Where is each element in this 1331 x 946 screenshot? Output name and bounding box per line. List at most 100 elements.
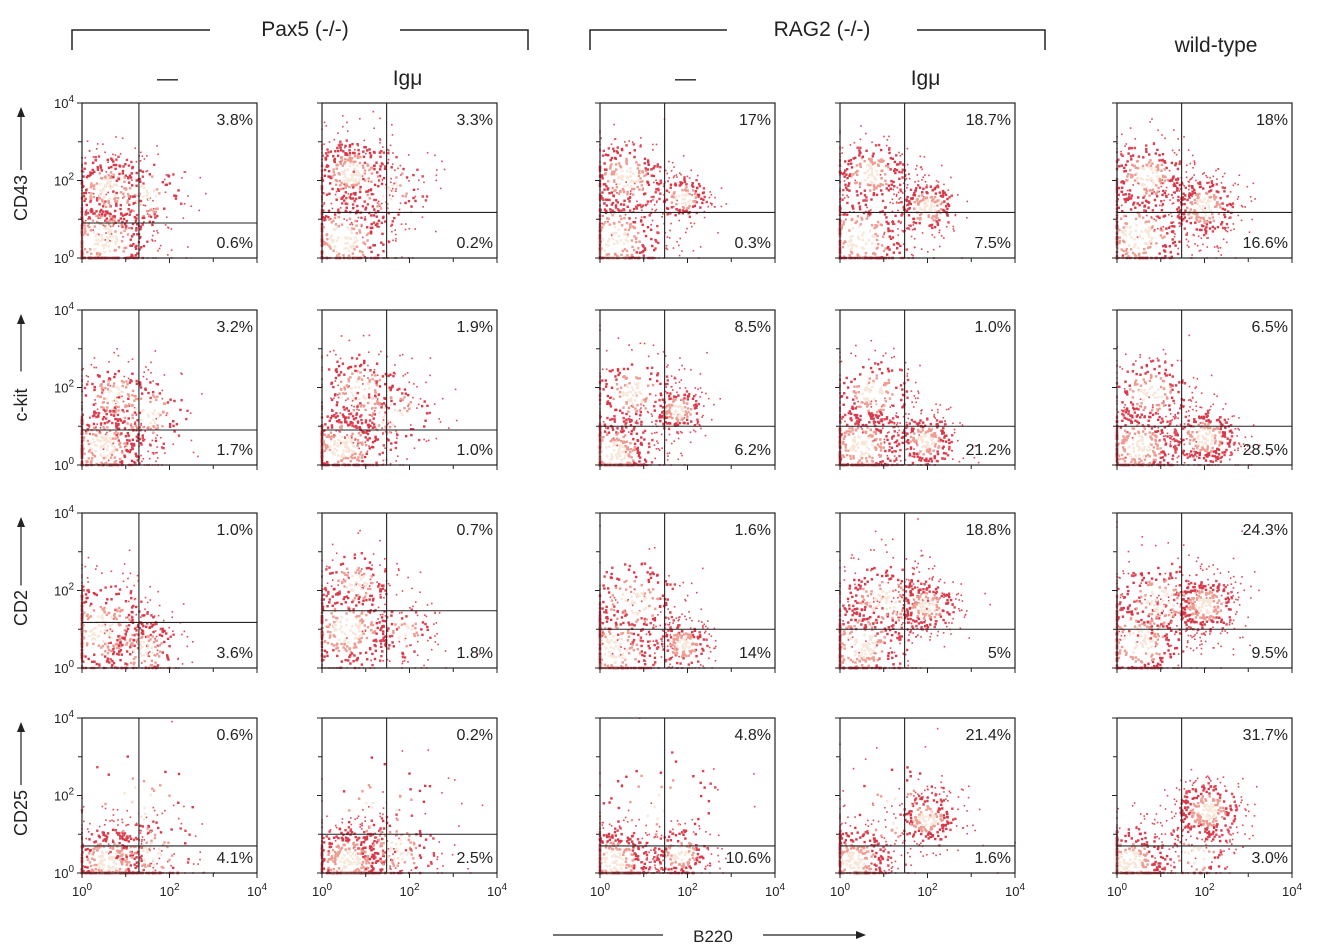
scatter-point xyxy=(1211,216,1215,219)
scatter-point xyxy=(359,175,363,178)
scatter-point xyxy=(887,245,890,249)
scatter-point xyxy=(404,201,407,205)
scatter-point xyxy=(122,250,125,253)
scatter-point xyxy=(641,170,644,173)
scatter-point xyxy=(87,442,91,446)
scatter-point xyxy=(90,182,93,185)
scatter-point xyxy=(625,157,628,161)
scatter-point xyxy=(100,170,103,172)
scatter-point xyxy=(908,224,910,227)
scatter-point xyxy=(161,180,165,184)
scatter-point xyxy=(841,152,843,154)
scatter-point xyxy=(134,201,138,204)
scatter-point xyxy=(642,229,646,233)
scatter-point xyxy=(88,225,91,229)
scatter-point xyxy=(386,423,389,426)
scatter-point xyxy=(864,210,867,213)
scatter-point xyxy=(342,456,345,460)
scatter-point xyxy=(1232,223,1235,225)
scatter-point xyxy=(1237,214,1240,217)
scatter-point xyxy=(112,441,115,444)
scatter-point xyxy=(347,424,350,427)
scatter-point xyxy=(326,154,329,157)
scatter-point xyxy=(875,247,878,250)
scatter-point xyxy=(897,234,899,236)
scatter-point xyxy=(145,170,147,173)
scatter-point xyxy=(899,161,902,164)
scatter-point xyxy=(340,223,344,226)
scatter-point xyxy=(880,158,883,161)
scatter-point xyxy=(1130,236,1133,239)
scatter-point xyxy=(946,197,949,201)
scatter-point xyxy=(938,231,941,234)
scatter-point xyxy=(344,456,348,460)
scatter-point xyxy=(617,192,621,196)
scatter-point xyxy=(142,244,146,248)
row-axis-arrowhead xyxy=(17,107,25,117)
scatter-point xyxy=(691,189,695,192)
scatter-point xyxy=(387,186,391,190)
scatter-point xyxy=(1125,143,1128,145)
scatter-point xyxy=(865,199,868,202)
scatter-point xyxy=(623,199,626,202)
scatter-point xyxy=(900,214,903,217)
upper-right-percent: 18% xyxy=(1256,112,1288,129)
scatter-point xyxy=(863,189,867,192)
scatter-point xyxy=(1136,202,1139,205)
scatter-point xyxy=(1212,195,1216,198)
scatter-point xyxy=(94,444,97,447)
scatter-point xyxy=(139,426,141,429)
scatter-point xyxy=(1226,195,1229,198)
scatter-point xyxy=(905,204,908,207)
scatter-point xyxy=(924,200,927,203)
scatter-point xyxy=(82,184,85,188)
scatter-point xyxy=(110,218,113,221)
scatter-point xyxy=(327,175,330,178)
scatter-point xyxy=(673,175,676,177)
scatter-point xyxy=(126,233,130,236)
scatter-point xyxy=(414,228,417,230)
scatter-point xyxy=(609,165,612,168)
scatter-point xyxy=(337,460,340,463)
scatter-point xyxy=(345,237,348,240)
scatter-point xyxy=(405,192,408,195)
scatter-point xyxy=(601,177,604,180)
scatter-point xyxy=(89,461,93,464)
row-axis-title: CD25 xyxy=(11,790,31,836)
scatter-point xyxy=(337,429,341,433)
scatter-point xyxy=(842,242,845,245)
scatter-point xyxy=(119,191,123,194)
scatter-point xyxy=(900,190,903,193)
scatter-point xyxy=(1145,192,1148,195)
scatter-point xyxy=(345,210,348,213)
scatter-point xyxy=(1146,174,1149,178)
scatter-point xyxy=(323,143,325,146)
scatter-point xyxy=(350,404,353,407)
scatter-point xyxy=(1145,148,1148,151)
scatter-point xyxy=(133,216,137,219)
scatter-point xyxy=(1157,227,1159,230)
scatter-point xyxy=(82,367,84,370)
scatter-point xyxy=(882,159,885,163)
scatter-point xyxy=(606,198,609,202)
scatter-point xyxy=(1133,238,1136,241)
scatter-point xyxy=(362,241,365,244)
scatter-point xyxy=(613,170,616,173)
scatter-point xyxy=(675,208,678,211)
scatter-point xyxy=(666,248,669,251)
bracket-left-line xyxy=(589,29,727,50)
scatter-point xyxy=(641,209,643,212)
scatter-point xyxy=(364,216,366,218)
y-tick-label: 100 xyxy=(54,456,74,473)
scatter-point xyxy=(625,175,628,178)
scatter-point xyxy=(370,214,373,217)
scatter-point xyxy=(1136,236,1139,238)
scatter-point xyxy=(360,441,364,444)
scatter-point xyxy=(1209,189,1213,192)
scatter-point xyxy=(1173,225,1176,228)
scatter-point xyxy=(352,160,355,164)
scatter-point xyxy=(324,157,328,160)
scatter-point xyxy=(391,195,394,197)
scatter-point xyxy=(123,427,127,430)
lower-right-percent: 7.5% xyxy=(975,235,1011,252)
